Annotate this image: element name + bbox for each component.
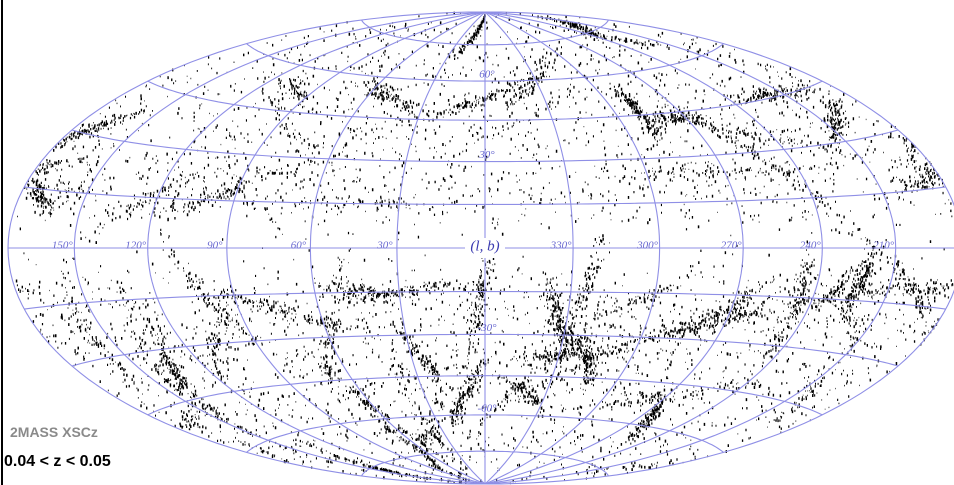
latitude-label: 60°	[479, 69, 495, 81]
survey-name: 2MASS XSCz	[10, 424, 98, 440]
longitude-label: 30°	[376, 240, 393, 252]
longitude-label: 210°	[873, 240, 895, 252]
latitude-label: -60°	[477, 402, 497, 414]
longitude-label: 120°	[125, 240, 147, 252]
longitude-label: 330°	[550, 240, 573, 252]
longitude-label: 90°	[207, 240, 223, 252]
longitude-label: 60°	[291, 240, 307, 252]
latitude-label: -30°	[477, 322, 497, 334]
longitude-label: 150°	[52, 240, 74, 252]
sky-map: 150° 120° 90° 60° 30° 330° 300° 270° 240° 210° 60°…	[0, 0, 954, 485]
center-label: (l, b)	[470, 238, 499, 254]
longitude-label: 300°	[636, 240, 659, 252]
redshift-range: 0.04 < z < 0.05	[4, 453, 111, 470]
latitude-label: 30°	[478, 149, 495, 161]
longitude-label: 240°	[800, 240, 822, 252]
longitude-label: 270°	[721, 240, 743, 252]
